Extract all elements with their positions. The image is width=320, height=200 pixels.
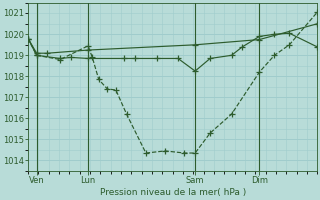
Text: 1021: 1021 (3, 9, 24, 18)
X-axis label: Pression niveau de la mer( hPa ): Pression niveau de la mer( hPa ) (100, 188, 246, 197)
